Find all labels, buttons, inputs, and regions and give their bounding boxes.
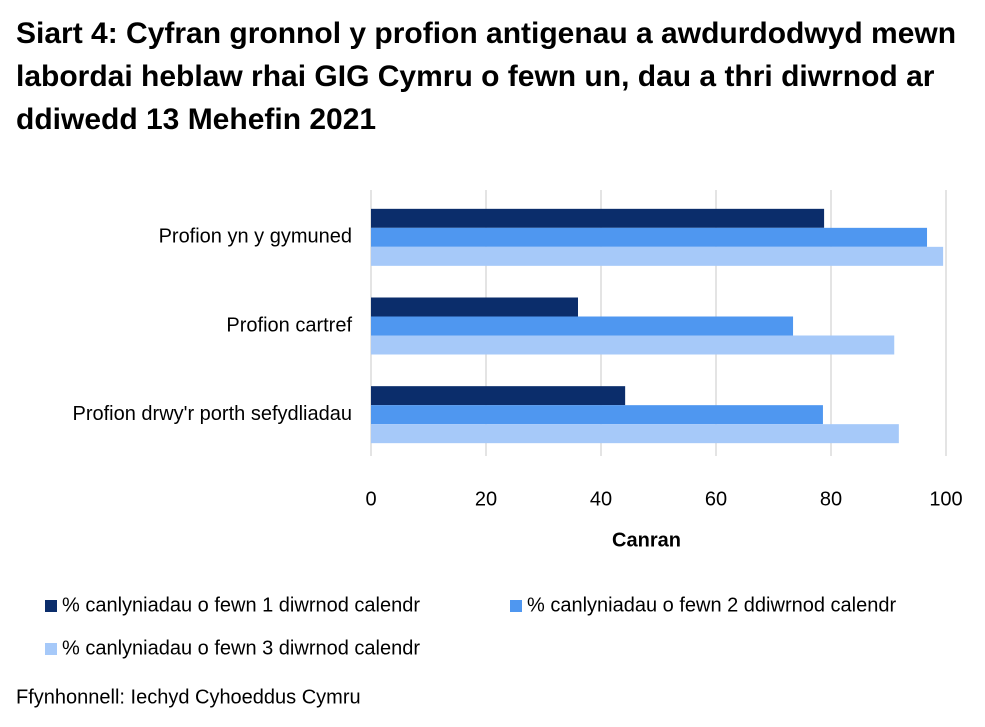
source-note: Ffynhonnell: Iechyd Cyhoeddus Cymru	[16, 686, 361, 708]
x-tick-label: 80	[820, 488, 842, 510]
x-tick-label: 60	[705, 488, 727, 510]
y-tick-label: Profion yn y gymuned	[159, 226, 352, 248]
legend-swatch	[45, 643, 57, 655]
bar	[371, 386, 626, 406]
chart-title: Siart 4: Cyfran gronnol y profion antige…	[16, 17, 957, 136]
x-axis-title: Canran	[612, 529, 681, 551]
bar	[371, 297, 578, 317]
bar	[371, 405, 823, 425]
legend-label: % canlyniadau o fewn 2 ddiwrnod calendr	[527, 594, 896, 616]
x-tick-label: 100	[929, 488, 962, 510]
bar	[371, 335, 895, 355]
y-tick-label: Profion cartref	[226, 314, 352, 336]
legend-label: % canlyniadau o fewn 3 diwrnod calendr	[62, 637, 420, 659]
x-tick-label: 40	[590, 488, 612, 510]
x-tick-label: 20	[475, 488, 497, 510]
legend-label: % canlyniadau o fewn 1 diwrnod calendr	[62, 594, 420, 616]
legend-swatch	[45, 600, 57, 612]
bar	[371, 208, 825, 228]
legend-swatch	[510, 600, 522, 612]
bar	[371, 316, 794, 336]
y-tick-label: Profion drwy'r porth sefydliadau	[72, 403, 352, 425]
bar	[371, 424, 899, 444]
bar	[371, 246, 944, 266]
bar	[371, 227, 928, 247]
x-tick-label: 0	[365, 488, 376, 510]
